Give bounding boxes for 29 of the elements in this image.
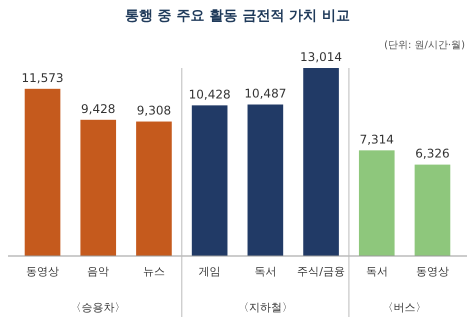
x-tick-label: 독서	[254, 265, 276, 278]
text: 〈승용차〉	[70, 301, 126, 314]
data-label: 10,487	[244, 86, 286, 101]
bar	[192, 105, 228, 256]
text: 〈지하철〉	[238, 301, 293, 314]
data-label: 9,308	[136, 104, 172, 118]
x-tick-label: 뉴스	[142, 265, 165, 278]
x-tick-label: 음악	[87, 265, 110, 278]
data-label: 10,428	[188, 87, 231, 102]
x-tick-label: 동영상	[26, 265, 60, 278]
data-label: 9,428	[81, 102, 116, 116]
x-tick-label: 동영상	[416, 265, 449, 278]
text: 〈버스〉	[382, 301, 427, 314]
text: (단위: 원/시간·월)	[384, 40, 466, 51]
bar	[414, 164, 450, 256]
x-tick-label: 게임	[198, 265, 221, 278]
data-label: 6,326	[415, 146, 450, 161]
x-tick-label: 주식/금융	[297, 265, 345, 278]
bar	[248, 104, 284, 256]
data-label: 13,014	[300, 50, 342, 64]
bar	[80, 120, 116, 256]
data-label: 7,314	[360, 132, 394, 146]
data-label: 11,573	[22, 70, 64, 85]
bar	[303, 68, 339, 256]
bar	[24, 88, 60, 256]
bar	[136, 122, 172, 256]
x-tick-label: 독서	[366, 265, 388, 278]
chart-title: 통행 중 주요 활동 금전적 가치 비교	[124, 8, 350, 24]
bar	[358, 150, 395, 256]
